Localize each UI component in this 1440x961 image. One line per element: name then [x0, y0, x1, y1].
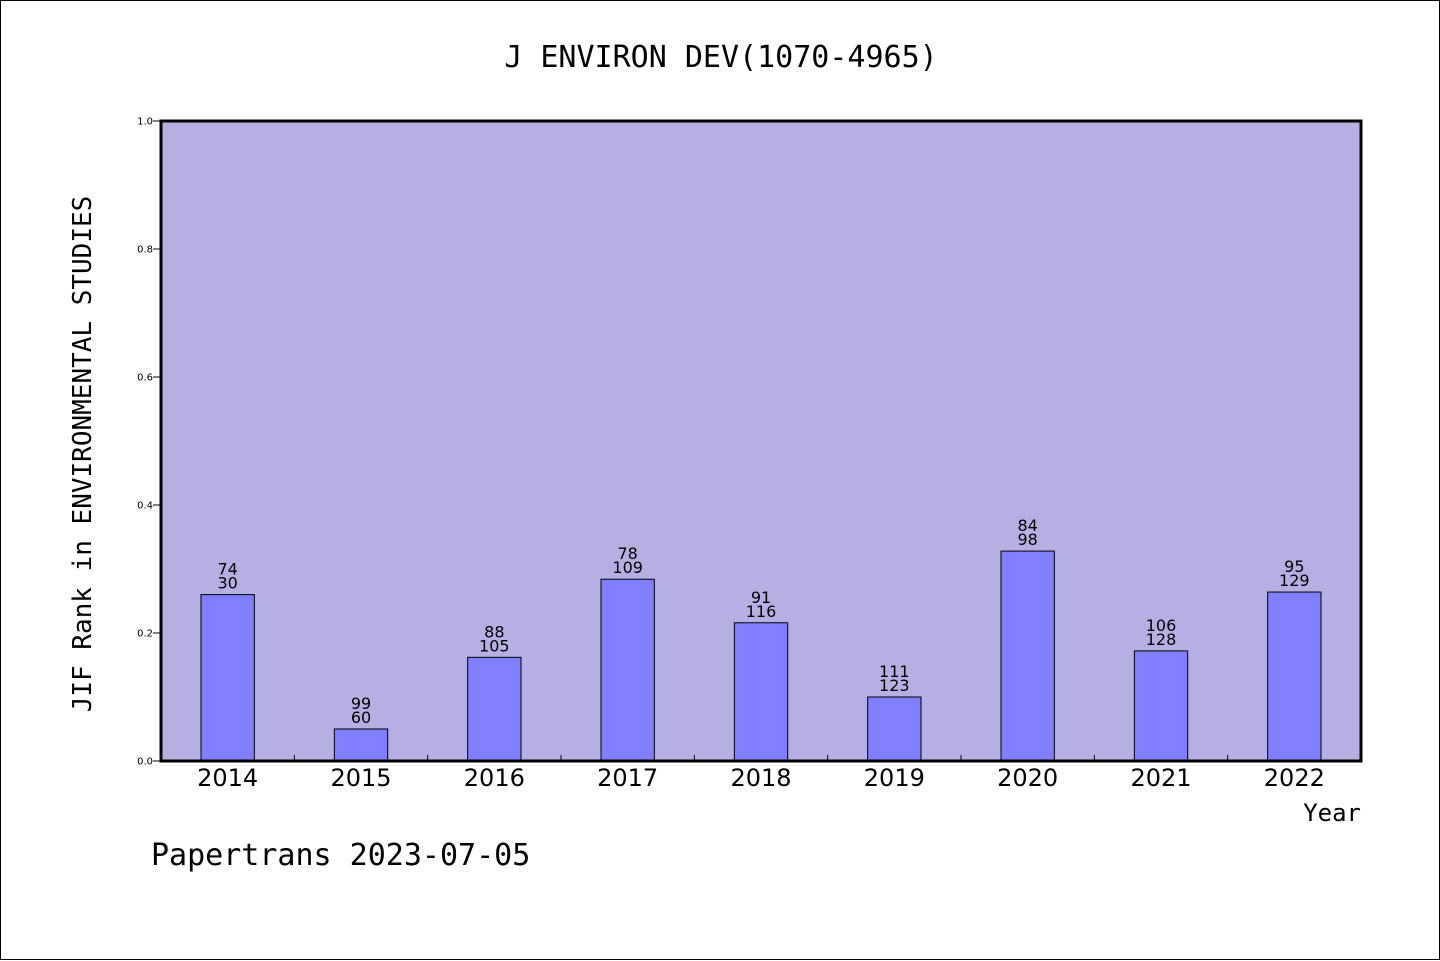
x-tick-label-2016: 2016: [464, 764, 525, 792]
y-axis-label: JIF Rank in ENVIRONMENTAL STUDIES: [68, 196, 98, 713]
data-label-rank-2021: 106: [1146, 616, 1177, 635]
data-label-rank-2022: 95: [1284, 557, 1304, 576]
x-tick-label-2014: 2014: [197, 764, 258, 792]
bar-2019: [867, 696, 922, 762]
footer-text: Papertrans 2023-07-05: [151, 838, 530, 873]
x-tick-label-2022: 2022: [1264, 764, 1325, 792]
data-label-rank-2019: 111: [879, 662, 910, 681]
data-label-total-2016: 105: [479, 636, 510, 655]
data-label-rank-2018: 91: [751, 588, 771, 607]
y-tick-label: 0.6: [137, 373, 153, 384]
data-label-total-2020: 98: [1017, 530, 1037, 549]
y-tick-label: 1.0: [137, 117, 153, 128]
bar-2015: [333, 728, 389, 762]
x-tick-label-2017: 2017: [597, 764, 658, 792]
y-tick-label: 0.8: [137, 245, 153, 256]
data-label-rank-2017: 78: [617, 544, 637, 563]
bar-2016: [467, 656, 522, 762]
plot-frame: [159, 119, 1363, 763]
bars-group: [200, 550, 1322, 762]
y-axis: 0.0 0.2 0.4 0.6 0.8 1.0: [137, 117, 161, 768]
data-label-total-2021: 128: [1146, 630, 1177, 649]
x-axis: 2014 2015 2016 2017 2018 2019 2020 2021 2022: [197, 755, 1325, 792]
data-label-rank-2014: 74: [217, 560, 237, 579]
data-label-total-2014: 30: [217, 574, 237, 593]
bar-2018: [733, 622, 789, 762]
bar-2020: [1000, 550, 1055, 762]
x-tick-label-2021: 2021: [1130, 764, 1191, 792]
data-label-total-2018: 116: [746, 602, 777, 621]
chart-title: J ENVIRON DEV(1070-4965): [504, 40, 937, 75]
x-tick-label-2018: 2018: [730, 764, 791, 792]
x-tick-label-2015: 2015: [330, 764, 391, 792]
data-label-total-2015: 60: [351, 708, 371, 727]
data-label-total-2022: 129: [1279, 571, 1310, 590]
x-axis-label: Year: [1303, 799, 1361, 827]
bar-2014: [200, 594, 255, 762]
data-label-total-2019: 123: [879, 676, 910, 695]
bar-2022: [1267, 591, 1322, 762]
x-tick-label-2019: 2019: [864, 764, 925, 792]
data-label-total-2017: 109: [612, 558, 643, 577]
y-tick-label: 0.2: [137, 629, 153, 640]
y-tick-label: 0.4: [137, 501, 153, 512]
data-label-rank-2016: 88: [484, 622, 504, 641]
data-label-rank-2015: 99: [351, 694, 371, 713]
y-tick-label: 0.0: [137, 757, 153, 768]
x-tick-label-2020: 2020: [997, 764, 1058, 792]
data-label-rank-2020: 84: [1017, 516, 1037, 535]
bar-2021: [1133, 650, 1189, 762]
bar-2017: [600, 578, 655, 762]
